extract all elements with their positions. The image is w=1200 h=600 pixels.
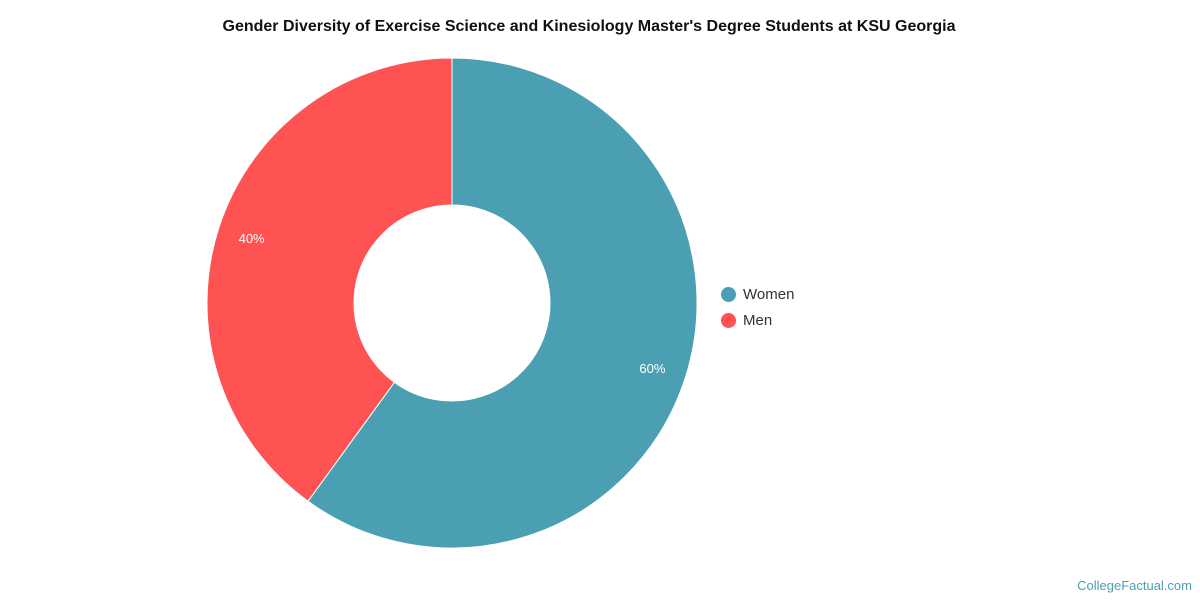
- legend-swatch: [721, 286, 736, 302]
- data-label: 60%: [639, 361, 665, 376]
- legend-label: Men: [743, 311, 773, 329]
- legend-item-women[interactable]: Women: [721, 281, 794, 307]
- legend-swatch: [721, 312, 736, 328]
- chart-title: Gender Diversity of Exercise Science and…: [222, 18, 956, 35]
- watermark-link[interactable]: CollegeFactual.com: [1077, 578, 1192, 593]
- slice-women[interactable]: [307, 57, 698, 549]
- legend: Women Men: [721, 281, 794, 333]
- data-label: 40%: [239, 231, 265, 246]
- slice-men[interactable]: [206, 57, 453, 502]
- legend-item-men[interactable]: Men: [721, 307, 794, 333]
- legend-label: Women: [743, 285, 795, 303]
